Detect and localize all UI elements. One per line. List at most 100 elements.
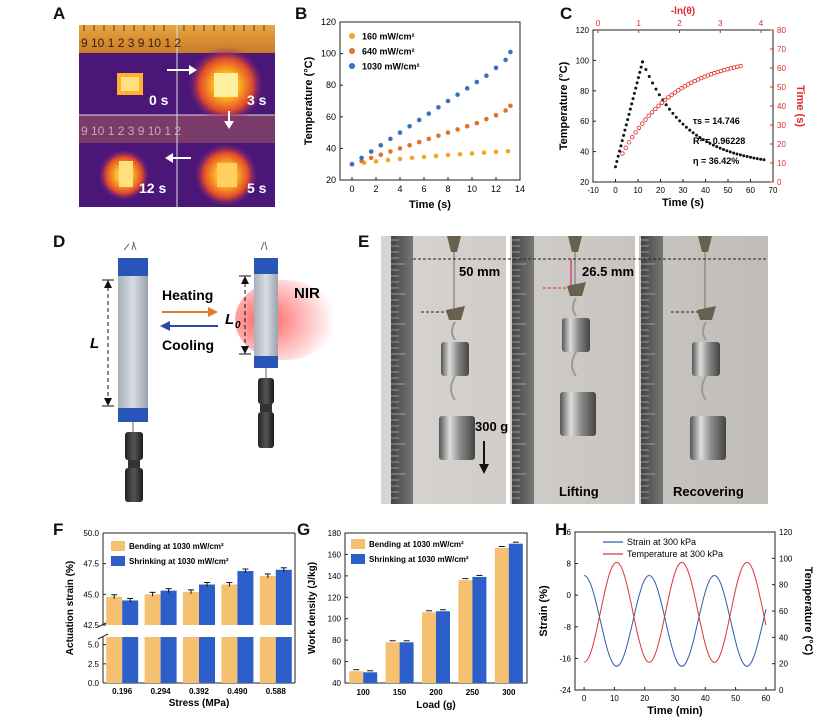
y2-axis-label: Time (s) xyxy=(794,85,806,127)
label-L0-sub: 0 xyxy=(235,320,241,331)
cooling-point xyxy=(698,135,702,139)
label-L: L xyxy=(90,335,99,352)
cooling-point xyxy=(701,138,705,142)
label-26mm: 26.5 mm xyxy=(582,264,634,279)
x-tick-label: -10 xyxy=(587,186,599,195)
cooling-point xyxy=(728,150,732,154)
legend-marker xyxy=(349,63,355,69)
y-tick-label: 20 xyxy=(580,178,589,187)
bar xyxy=(436,611,450,683)
x-tick-label: 0.294 xyxy=(151,687,172,696)
bar xyxy=(508,543,523,683)
heating-point xyxy=(631,97,635,101)
cooling-point xyxy=(684,125,688,129)
y-tick-label: 80 xyxy=(326,80,336,90)
cooling-point xyxy=(759,157,763,161)
data-point xyxy=(378,152,384,158)
cooling-point xyxy=(725,149,729,153)
data-point xyxy=(508,103,513,109)
y2-tick-label: 0 xyxy=(777,178,782,187)
data-point xyxy=(368,149,374,154)
hook-left xyxy=(123,241,137,251)
time-12s: 12 s xyxy=(139,180,166,196)
data-point xyxy=(407,142,412,148)
x2-tick-label: 3 xyxy=(718,19,723,28)
bar xyxy=(349,671,364,683)
x-tick-label: 0 xyxy=(582,694,587,703)
data-point xyxy=(455,127,460,132)
fit-point xyxy=(639,121,645,126)
panel-e-photos: 50 mm 26.5 mm 300 g Lifting Recovering xyxy=(381,236,768,504)
bar-top xyxy=(221,584,238,625)
legend-label: 640 mW/cm² xyxy=(362,47,415,57)
cooling-point xyxy=(678,119,682,123)
heating-point xyxy=(619,144,623,148)
cooling-point xyxy=(651,81,655,85)
legend-label: Strain at 300 kPa xyxy=(627,537,696,547)
x-tick-label: 300 xyxy=(502,688,516,697)
weights-1 xyxy=(439,321,475,460)
fit-point xyxy=(738,63,743,69)
legend-marker xyxy=(351,539,365,549)
x2-axis-label: -ln(θ) xyxy=(671,6,695,17)
x-tick-label: 20 xyxy=(640,694,649,703)
fit-point xyxy=(669,92,674,98)
time-0s: 0 s xyxy=(149,92,169,108)
x-tick-label: 4 xyxy=(397,184,402,194)
fit-point xyxy=(672,90,678,95)
cooling-point xyxy=(681,122,685,126)
fit-point xyxy=(630,135,635,140)
y-tick-label: 60 xyxy=(332,658,341,667)
y2-tick-label: 20 xyxy=(777,140,786,149)
data-point xyxy=(421,154,427,160)
bar-bottom xyxy=(275,637,292,683)
fit-point xyxy=(623,145,628,150)
annotation: τs = 14.746 xyxy=(693,116,740,126)
data-point xyxy=(407,123,412,129)
panel-a-thermal-images: 9 10 1 2 3 9 10 1 2 9 10 1 2 3 9 10 1 2 … xyxy=(79,25,275,207)
heating-point xyxy=(614,165,617,169)
heating-point xyxy=(623,128,627,132)
cooling-point xyxy=(715,145,719,149)
legend-label: Shrinking at 1030 mW/cm² xyxy=(129,557,229,566)
x-axis-label: Stress (MPa) xyxy=(169,698,230,709)
bar xyxy=(472,576,487,683)
x-tick-label: 40 xyxy=(701,694,710,703)
data-point xyxy=(397,156,403,162)
cooling-point xyxy=(752,156,756,160)
y-tick-label: 100 xyxy=(576,56,590,65)
cooling-point xyxy=(654,87,658,91)
fit-point xyxy=(620,151,625,156)
y2-tick-label: 70 xyxy=(777,45,786,54)
data-point xyxy=(445,98,451,104)
cooling-point xyxy=(735,152,739,156)
cooling-point xyxy=(641,60,644,64)
y-tick-label: 40 xyxy=(332,679,341,688)
y-tick-label: -16 xyxy=(559,654,571,663)
y2-tick-label: 30 xyxy=(777,121,786,130)
x2-tick-label: 2 xyxy=(677,19,682,28)
plot-frame xyxy=(592,29,774,183)
legend-marker xyxy=(351,554,365,564)
ruler-ticks xyxy=(83,25,265,31)
legend-label: Bending at 1030 mW/cm² xyxy=(369,540,464,549)
legend-marker xyxy=(111,556,125,566)
break-mark xyxy=(97,633,109,640)
fit-point xyxy=(685,82,691,87)
cooling-point xyxy=(711,143,715,147)
ruler-3 xyxy=(641,236,663,504)
nir-glow xyxy=(235,280,335,360)
heating-point xyxy=(630,102,634,106)
y2-tick-label: 60 xyxy=(777,64,786,73)
clamp-top-left xyxy=(118,258,148,276)
y-tick-label: 160 xyxy=(328,550,342,559)
data-point xyxy=(426,136,432,142)
x-tick-label: 0.490 xyxy=(227,687,248,696)
fit-point xyxy=(656,103,661,108)
y2-axis-label: Temperature (°C) xyxy=(802,567,814,656)
panel-f-chart: 42.5 45.0 47.5 50.0 0.0 2.5 5.0 0.196 0.294 0.392… xyxy=(65,529,296,709)
cooling-point xyxy=(664,103,668,107)
fit-point xyxy=(679,86,684,91)
y-tick-label: 100 xyxy=(328,615,342,624)
fit-point xyxy=(646,113,651,119)
